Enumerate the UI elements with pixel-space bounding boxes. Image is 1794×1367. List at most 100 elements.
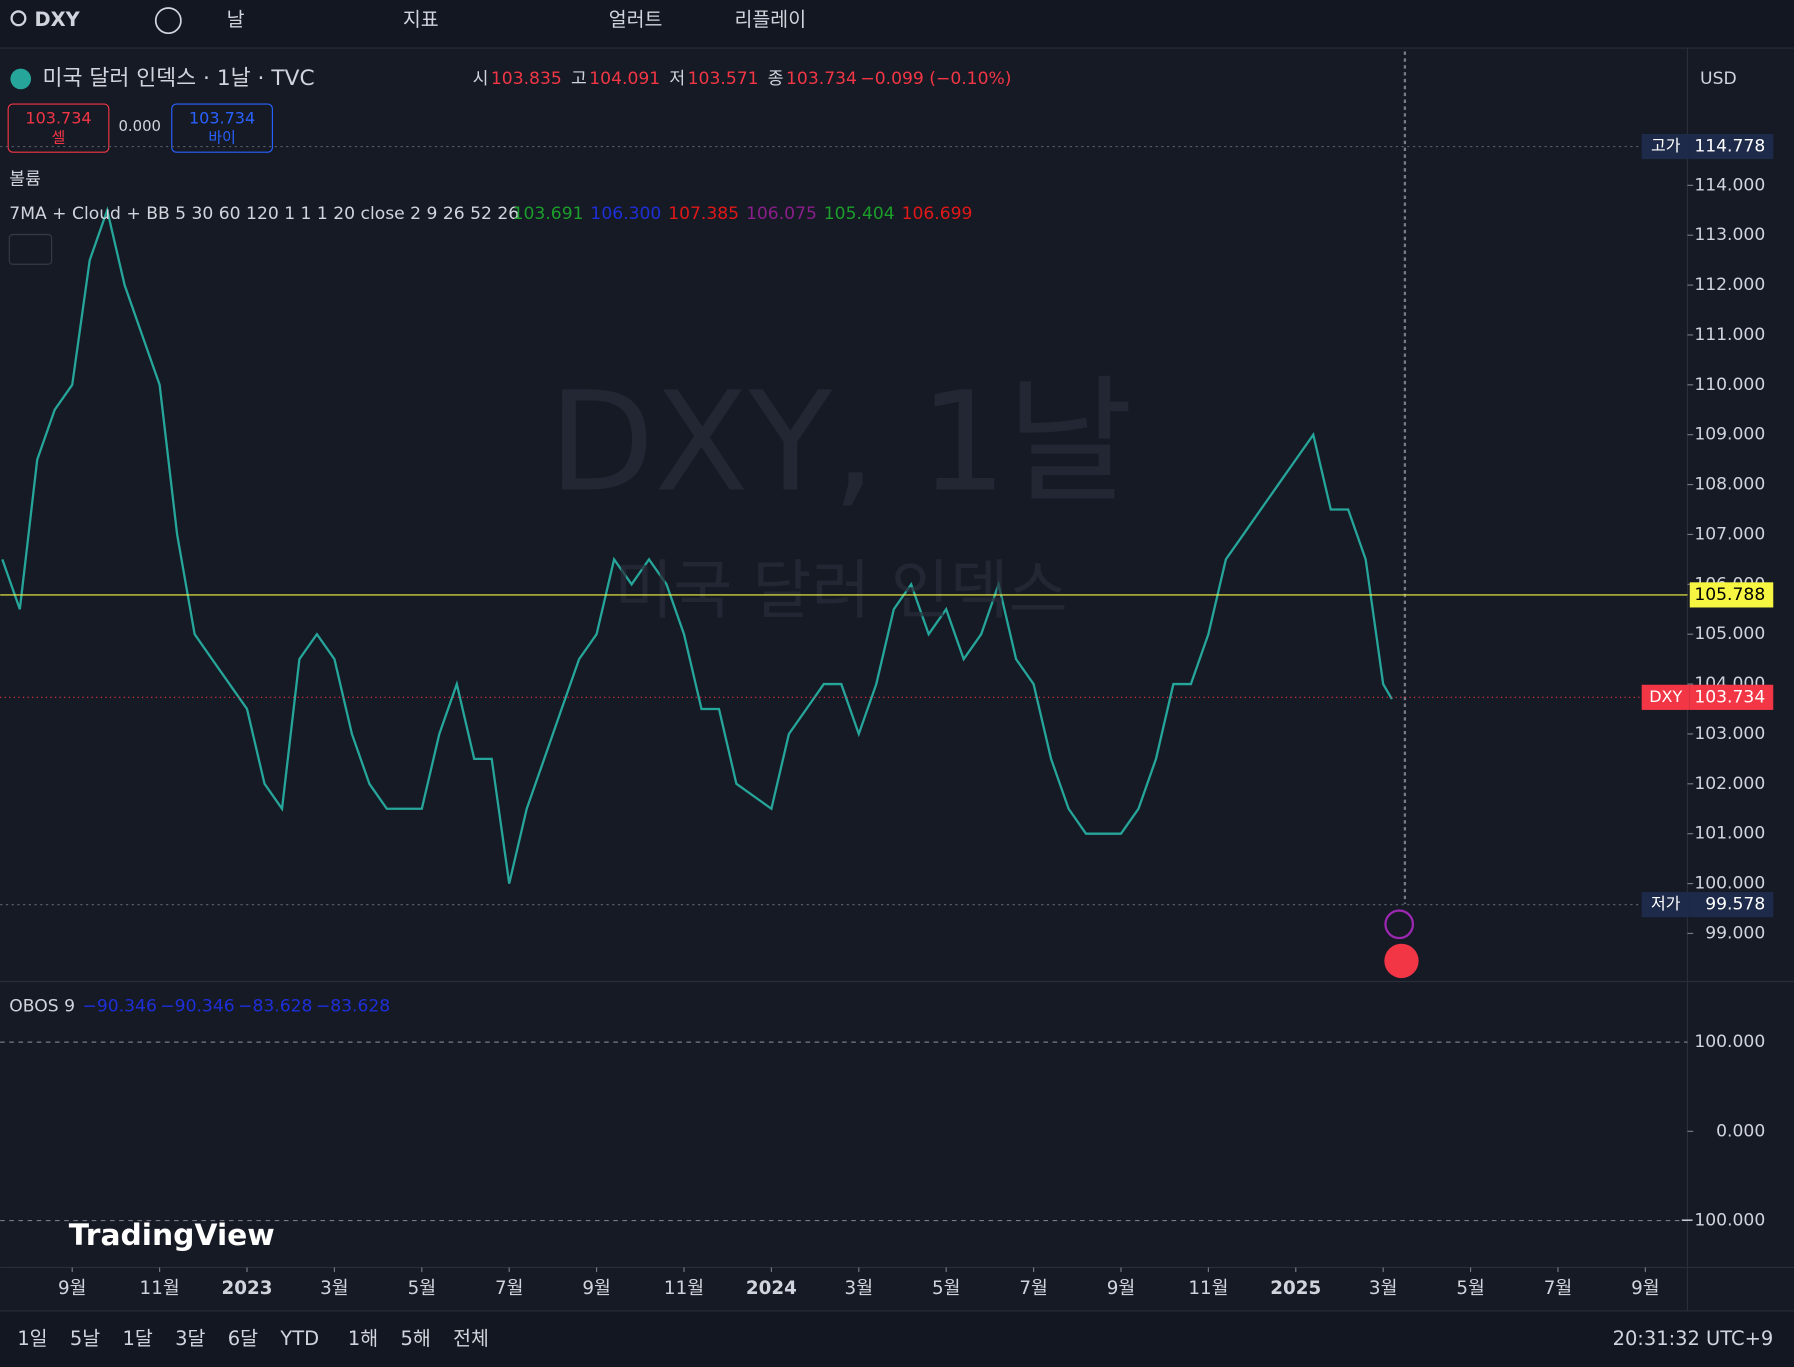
last-price-box	[1689, 684, 1774, 710]
y-tick-label: −100.000	[1680, 1211, 1765, 1231]
collapse-button[interactable]	[8, 233, 53, 265]
event-icon[interactable]	[1384, 943, 1419, 979]
x-tick-label: 2024	[746, 1278, 797, 1299]
low-marker-box	[1689, 892, 1774, 918]
logo: TradingView	[69, 1218, 275, 1253]
ohlc-label: 시	[473, 69, 489, 89]
y-tick-label: 100.000	[1694, 1032, 1765, 1052]
indicator-value: 105.404	[824, 204, 895, 224]
y-tick-label: 105.000	[1694, 624, 1765, 644]
range-button[interactable]: 5날	[70, 1327, 100, 1350]
y-tick-label: 101.000	[1694, 824, 1765, 844]
price-line	[1, 206, 1393, 884]
range-button[interactable]: 1달	[123, 1327, 153, 1350]
currency-icon	[10, 68, 32, 90]
y-tick-label: 99.000	[1705, 923, 1765, 943]
x-tick-label: 9월	[58, 1278, 86, 1299]
alerts-button[interactable]: 얼러트	[609, 8, 663, 31]
y-tick-label: 103.000	[1694, 724, 1765, 744]
sell-price[interactable]: 103.734	[25, 108, 91, 127]
range-button[interactable]: 1일	[17, 1327, 47, 1350]
ohlc-label: 저	[669, 69, 685, 89]
indicator-value: 106.075	[746, 204, 817, 224]
x-tick-label: 2025	[1270, 1278, 1321, 1299]
range-button[interactable]: 1해	[348, 1327, 378, 1350]
low-marker-label-box	[1641, 892, 1690, 918]
x-tick-label: 5월	[408, 1278, 436, 1299]
obos-value: −90.346	[83, 997, 157, 1017]
last-price-label-box	[1641, 684, 1690, 710]
x-tick-label: 11월	[1188, 1278, 1228, 1299]
y-tick-label: 0.000	[1716, 1121, 1765, 1141]
ohlc-label: 종	[768, 69, 784, 89]
last-price-label: DXY	[1649, 687, 1682, 706]
high-marker-label: 고가	[1651, 136, 1681, 155]
crosshair-box	[1689, 582, 1774, 608]
x-tick-label: 11월	[140, 1278, 180, 1299]
obos-value: −83.628	[316, 997, 390, 1017]
ohlc-value: 104.091	[589, 69, 660, 89]
ohlc-value: 103.835	[491, 69, 562, 89]
x-tick-label: 9월	[1631, 1278, 1659, 1299]
range-button[interactable]: 5해	[401, 1327, 431, 1350]
x-tick-label: 5월	[932, 1278, 960, 1299]
x-tick-label: 5월	[1456, 1278, 1484, 1299]
chart-title: 미국 달러 인덱스 · 1날 · TVC	[42, 66, 314, 91]
ohlc-value: 103.734	[786, 69, 857, 89]
x-tick-label: 7월	[1019, 1278, 1047, 1299]
x-tick-label: 7월	[495, 1278, 523, 1299]
range-button[interactable]: 6달	[228, 1327, 258, 1350]
currency-select[interactable]: USD	[1700, 69, 1737, 89]
symbol[interactable]: DXY	[34, 8, 80, 31]
spread: 0.000	[118, 117, 161, 135]
volume-label: 볼륨	[9, 170, 41, 190]
sell-button[interactable]	[7, 103, 110, 153]
y-tick-label: 107.000	[1694, 524, 1765, 544]
range-button[interactable]: YTD	[279, 1327, 319, 1350]
sell-label[interactable]: 셀	[52, 128, 66, 146]
low-marker-value: 99.578	[1705, 895, 1765, 915]
buy-price[interactable]: 103.734	[189, 108, 255, 127]
x-tick-label: 9월	[1107, 1278, 1135, 1299]
indicator-value: 106.699	[902, 204, 973, 224]
interval[interactable]: 날	[227, 8, 245, 31]
x-tick-label: 3월	[320, 1278, 348, 1299]
high-marker-value: 114.778	[1694, 137, 1765, 157]
indicator-name: 7MA + Cloud + BB 5 30 60 120 1 1 1 20 cl…	[9, 204, 519, 224]
y-tick-label: 114.000	[1694, 175, 1765, 195]
x-tick-label: 9월	[582, 1278, 610, 1299]
range-button[interactable]: 3달	[175, 1327, 205, 1350]
replay-button[interactable]: 리플레이	[735, 8, 807, 31]
event-icon[interactable]	[1384, 909, 1415, 940]
ohlc-value: 103.571	[688, 69, 759, 89]
obos-value: −90.346	[160, 997, 234, 1017]
toolbar	[0, 0, 1794, 49]
indicators-button[interactable]: 지표	[403, 8, 439, 31]
x-tick-label: 7월	[1544, 1278, 1572, 1299]
x-tick-label: 3월	[1369, 1278, 1397, 1299]
indicator-value: 107.385	[668, 204, 739, 224]
x-tick-label: 11월	[664, 1278, 704, 1299]
y-tick-label: 110.000	[1694, 375, 1765, 395]
y-tick-label: 102.000	[1694, 774, 1765, 794]
range-button[interactable]: 전체	[453, 1327, 489, 1350]
price-change: −0.099 (−0.10%)	[860, 69, 1011, 89]
add-icon[interactable]	[154, 7, 182, 35]
search-icon[interactable]	[10, 10, 27, 27]
indicator-value: 106.300	[590, 204, 661, 224]
y-tick-label: 108.000	[1694, 475, 1765, 495]
last-price-value: 103.734	[1694, 687, 1765, 707]
buy-button[interactable]	[171, 103, 273, 153]
buy-label[interactable]: 바이	[208, 128, 235, 146]
clock: 20:31:32 UTC+9	[1613, 1327, 1774, 1350]
obos-name: OBOS 9	[9, 997, 75, 1017]
x-tick-label: 3월	[845, 1278, 873, 1299]
x-tick-label: 2023	[222, 1278, 273, 1299]
watermark: DXY, 1날	[549, 363, 1133, 522]
y-tick-label: 112.000	[1694, 275, 1765, 295]
y-tick-label: 100.000	[1694, 874, 1765, 894]
obos-value: −83.628	[238, 997, 312, 1017]
